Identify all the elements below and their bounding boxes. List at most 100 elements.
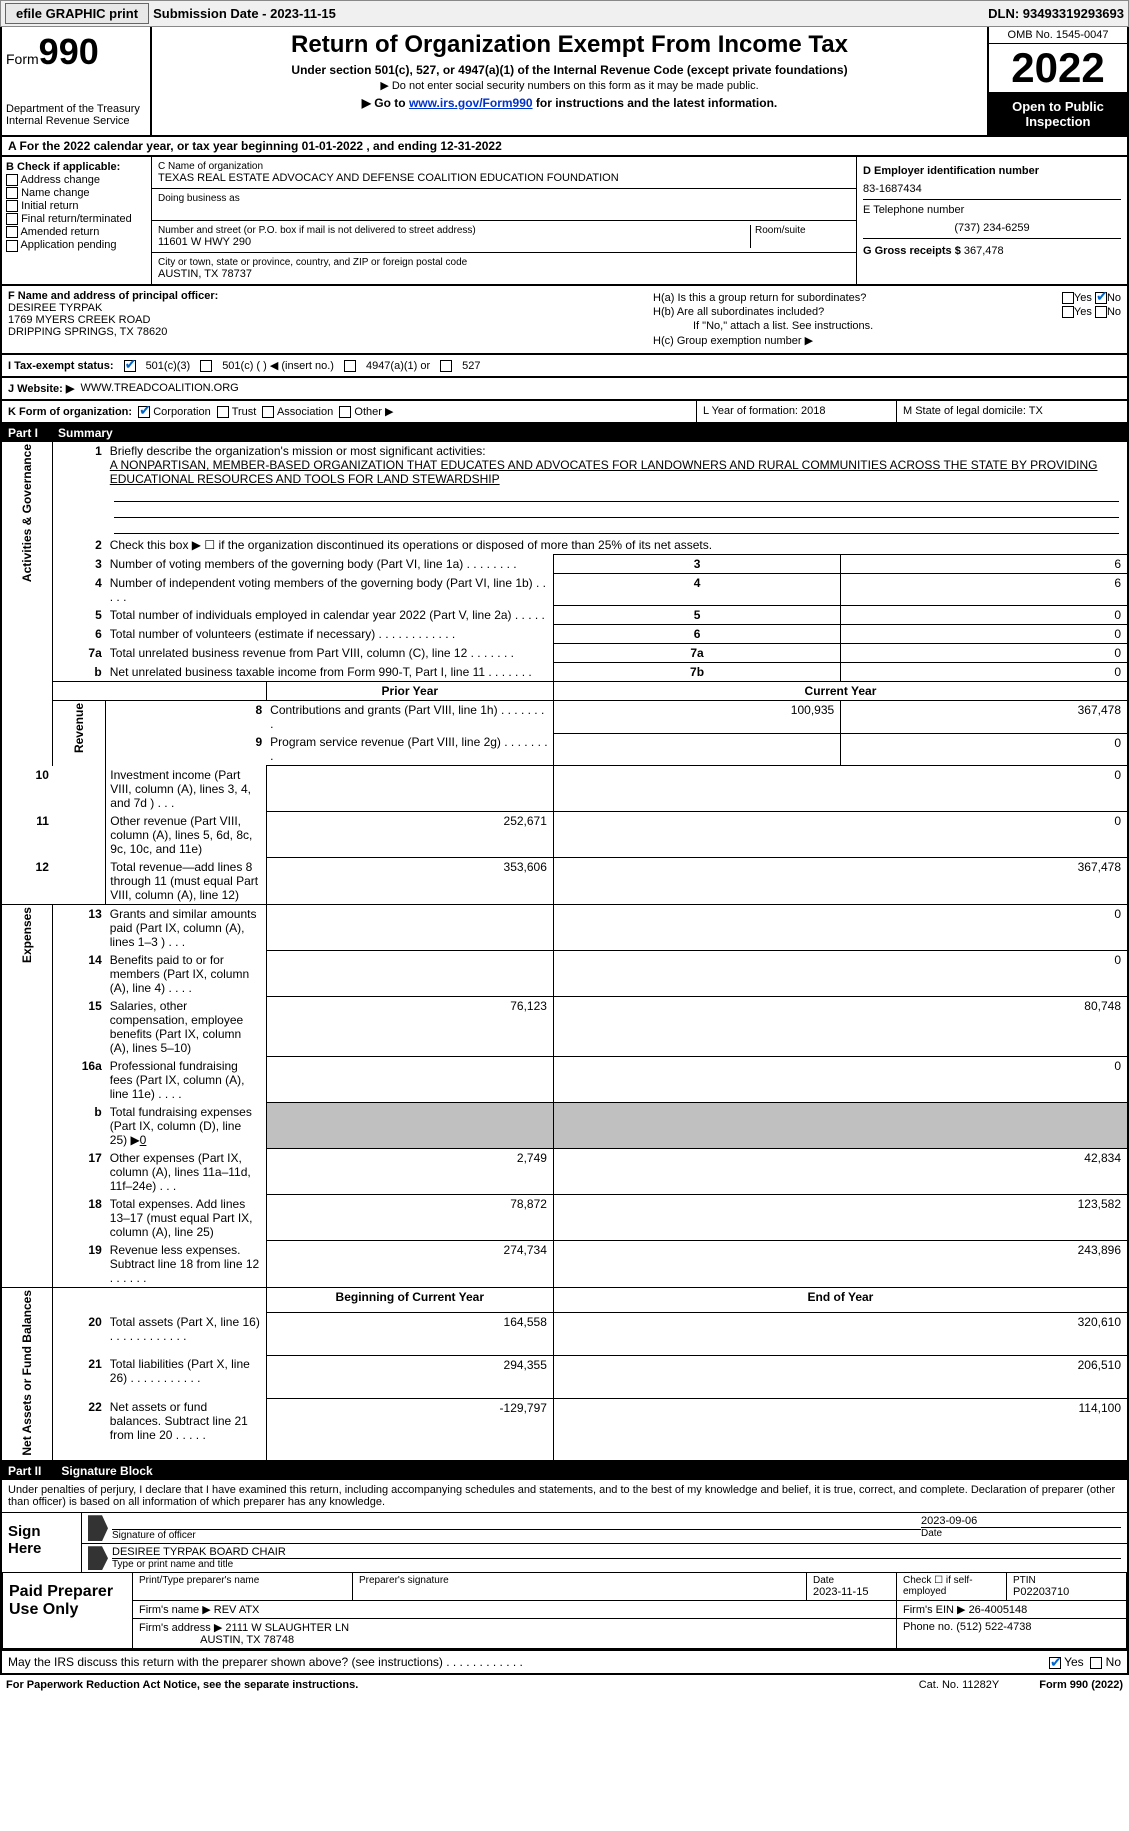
chk-name-change[interactable] — [6, 187, 18, 199]
line2: Check this box ▶ ☐ if the organization d… — [106, 536, 1128, 555]
summary-table: Activities & Governance 1 Briefly descri… — [0, 442, 1129, 1462]
website-label: J Website: ▶ — [8, 382, 74, 395]
signature-block: Under penalties of perjury, I declare th… — [0, 1480, 1129, 1651]
officer-printed-name: DESIREE TYRPAK BOARD CHAIR — [112, 1546, 1121, 1558]
firm-addr1: 2111 W SLAUGHTER LN — [225, 1622, 349, 1634]
city-label: City or town, state or province, country… — [158, 257, 850, 268]
irs-link[interactable]: www.irs.gov/Form990 — [409, 96, 533, 110]
line3: Number of voting members of the governin… — [106, 555, 554, 574]
dln: DLN: 93493319293693 — [988, 6, 1124, 21]
chk-initial-return[interactable] — [6, 200, 18, 212]
line16a: Professional fundraising fees (Part IX, … — [106, 1057, 266, 1103]
line1-label: Briefly describe the organization's miss… — [110, 444, 486, 458]
catalog-number: Cat. No. 11282Y — [919, 1679, 1000, 1691]
side-expenses: Expenses — [20, 907, 34, 963]
form-header: Form990 Department of the Treasury Inter… — [0, 27, 1129, 137]
ssn-note: ▶ Do not enter social security numbers o… — [156, 79, 983, 92]
discuss-no[interactable] — [1090, 1657, 1102, 1669]
open-to-public: Open to Public Inspection — [989, 93, 1127, 135]
hb-label: H(b) Are all subordinates included? — [653, 306, 1062, 318]
discuss-yes[interactable] — [1049, 1657, 1061, 1669]
opt-name-change: Name change — [21, 187, 90, 199]
chk-address-change[interactable] — [6, 174, 18, 186]
perjury-statement: Under penalties of perjury, I declare th… — [2, 1480, 1127, 1512]
entity-block: B Check if applicable: Address change Na… — [0, 157, 1129, 286]
line7b: Net unrelated business taxable income fr… — [106, 663, 554, 682]
website-row: J Website: ▶ WWW.TREADCOALITION.ORG — [0, 378, 1129, 401]
chk-527[interactable] — [440, 360, 452, 372]
val4: 6 — [841, 574, 1128, 606]
line21: Total liabilities (Part X, line 26) . . … — [106, 1355, 266, 1398]
ha-no[interactable] — [1095, 292, 1107, 304]
chk-other[interactable] — [339, 406, 351, 418]
form-number: 990 — [39, 31, 99, 72]
dept-treasury: Department of the Treasury — [6, 103, 146, 115]
part1-label: Part I — [8, 426, 38, 440]
line20: Total assets (Part X, line 16) . . . . .… — [106, 1313, 266, 1356]
org-name: TEXAS REAL ESTATE ADVOCACY AND DEFENSE C… — [158, 172, 850, 184]
officer-sig-date: 2023-09-06 — [921, 1515, 1121, 1527]
irs-discuss-row: May the IRS discuss this return with the… — [0, 1651, 1129, 1675]
ein-value: 83-1687434 — [863, 183, 1121, 195]
prep-date: 2023-11-15 — [813, 1586, 890, 1598]
year-formation: L Year of formation: 2018 — [697, 401, 897, 422]
line18: Total expenses. Add lines 13–17 (must eq… — [106, 1195, 266, 1241]
val7a: 0 — [841, 644, 1128, 663]
officer-addr2: DRIPPING SPRINGS, TX 78620 — [8, 326, 641, 338]
chk-app-pending[interactable] — [6, 240, 18, 252]
dba-label: Doing business as — [158, 193, 850, 204]
part1-title: Summary — [58, 426, 113, 440]
p8: 100,935 — [553, 701, 840, 734]
hb-yes[interactable] — [1062, 306, 1074, 318]
line-a: A For the 2022 calendar year, or tax yea… — [0, 137, 1129, 157]
part2-header: Part II Signature Block — [0, 1462, 1129, 1480]
page-footer: For Paperwork Reduction Act Notice, see … — [0, 1675, 1129, 1695]
tax-status-row: I Tax-exempt status: 501(c)(3) 501(c) ( … — [0, 355, 1129, 378]
goto-pre: ▶ Go to — [362, 96, 409, 110]
phone-label: E Telephone number — [863, 204, 1121, 216]
side-activities: Activities & Governance — [20, 444, 34, 582]
self-employed-check: Check ☐ if self-employed — [897, 1573, 1007, 1601]
side-netassets: Net Assets or Fund Balances — [20, 1290, 34, 1456]
line12: Total revenue—add lines 8 through 11 (mu… — [106, 858, 266, 905]
firm-name: REV ATX — [214, 1604, 260, 1616]
hb-note: If "No," attach a list. See instructions… — [653, 320, 1121, 332]
chk-amended[interactable] — [6, 226, 18, 238]
website-value: WWW.TREADCOALITION.ORG — [80, 382, 238, 395]
chk-corp[interactable] — [138, 406, 150, 418]
line22: Net assets or fund balances. Subtract li… — [106, 1398, 266, 1461]
hc-label: H(c) Group exemption number ▶ — [653, 334, 813, 347]
val6: 0 — [841, 625, 1128, 644]
opt-address-change: Address change — [20, 174, 100, 186]
room-label: Room/suite — [755, 225, 850, 236]
val3: 6 — [841, 555, 1128, 574]
efile-print-button[interactable]: efile GRAPHIC print — [5, 3, 149, 24]
line7a: Total unrelated business revenue from Pa… — [106, 644, 554, 663]
state-domicile: M State of legal domicile: TX — [897, 401, 1127, 422]
chk-assoc[interactable] — [262, 406, 274, 418]
opt-initial-return: Initial return — [21, 200, 78, 212]
chk-trust[interactable] — [217, 406, 229, 418]
sign-here-label: Sign Here — [2, 1513, 82, 1572]
form-word: Form — [6, 51, 39, 67]
tax-status-label: I Tax-exempt status: — [8, 360, 114, 372]
chk-final-return[interactable] — [6, 213, 18, 225]
arrow-icon — [88, 1546, 108, 1570]
ha-label: H(a) Is this a group return for subordin… — [653, 292, 1062, 304]
discuss-question: May the IRS discuss this return with the… — [8, 1655, 523, 1669]
k-label: K Form of organization: — [8, 406, 132, 418]
chk-501c3[interactable] — [124, 360, 136, 372]
officer-sig-label: Signature of officer — [112, 1529, 921, 1541]
submission-date: Submission Date - 2023-11-15 — [153, 6, 336, 21]
line19: Revenue less expenses. Subtract line 18 … — [106, 1241, 266, 1288]
chk-4947[interactable] — [344, 360, 356, 372]
ha-yes[interactable] — [1062, 292, 1074, 304]
chk-501c[interactable] — [200, 360, 212, 372]
hb-no[interactable] — [1095, 306, 1107, 318]
irs-label: Internal Revenue Service — [6, 115, 146, 127]
goto-post: for instructions and the latest informat… — [533, 96, 778, 110]
preparer-table: Paid Preparer Use Only Print/Type prepar… — [2, 1572, 1127, 1649]
officer-addr1: 1769 MYERS CREEK ROAD — [8, 314, 641, 326]
row-fgh: F Name and address of principal officer:… — [0, 286, 1129, 355]
city-value: AUSTIN, TX 78737 — [158, 268, 850, 280]
